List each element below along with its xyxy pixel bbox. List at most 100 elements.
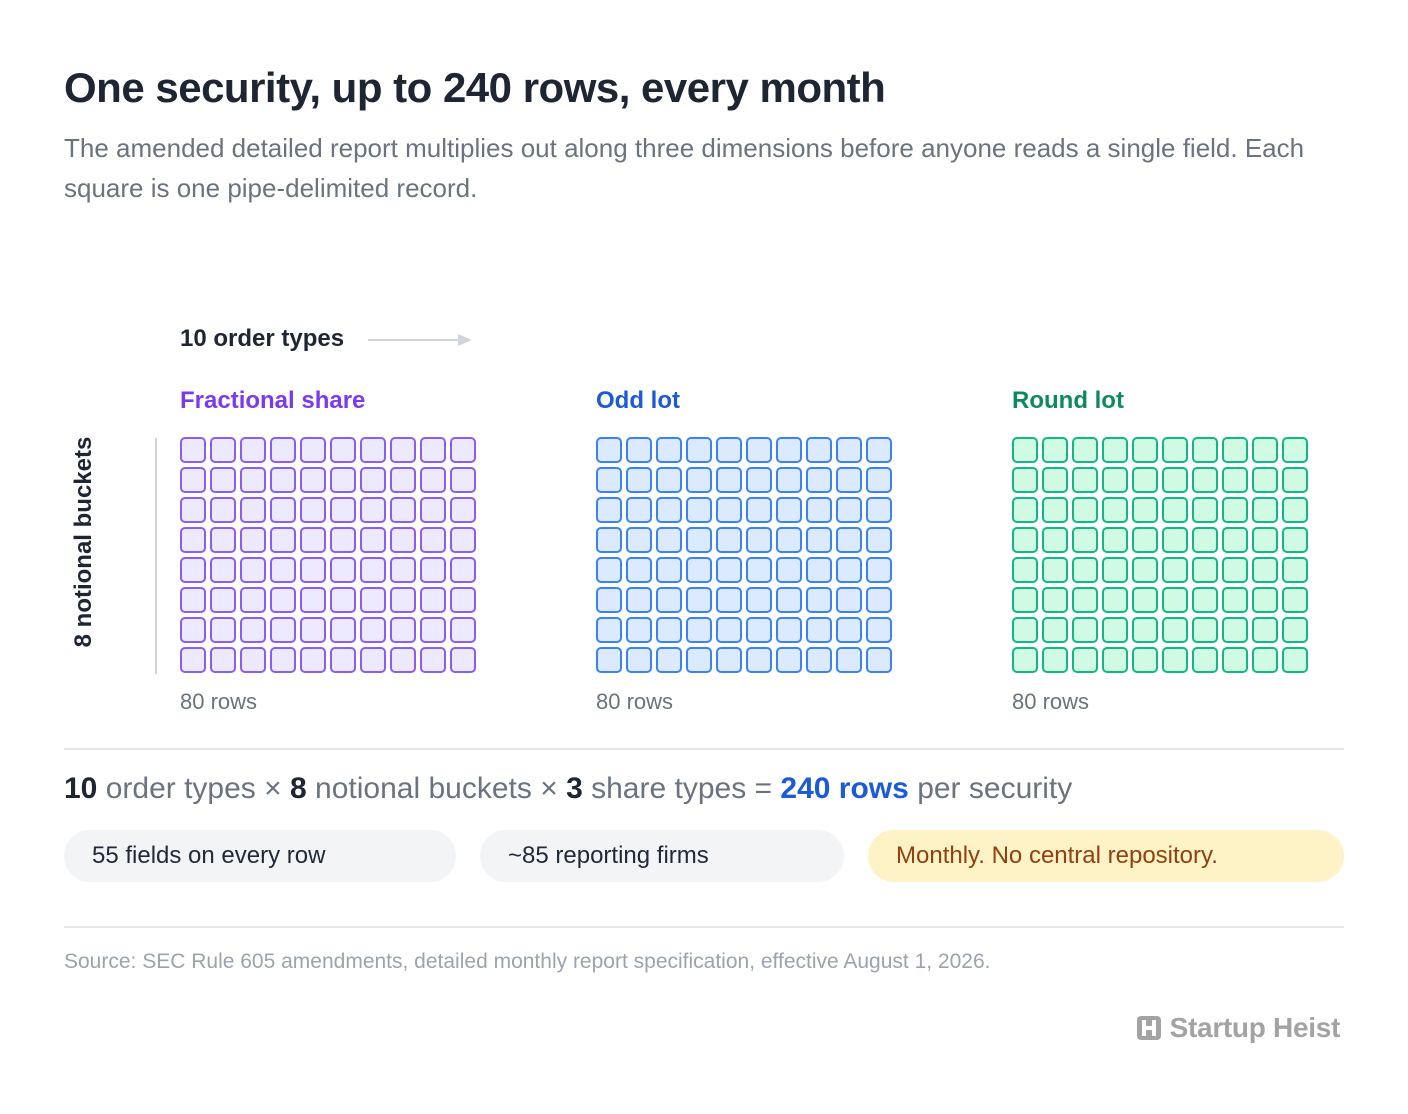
record-square bbox=[686, 497, 712, 523]
record-square bbox=[776, 587, 802, 613]
record-square bbox=[596, 587, 622, 613]
record-square bbox=[746, 437, 772, 463]
record-square bbox=[656, 467, 682, 493]
record-square bbox=[360, 617, 386, 643]
record-square bbox=[1042, 587, 1068, 613]
record-square bbox=[210, 647, 236, 673]
record-square bbox=[806, 587, 832, 613]
record-square bbox=[746, 617, 772, 643]
record-square bbox=[210, 557, 236, 583]
record-square bbox=[240, 587, 266, 613]
record-square bbox=[270, 497, 296, 523]
record-square bbox=[180, 437, 206, 463]
brand-name: Startup Heist bbox=[1169, 1012, 1341, 1043]
record-square bbox=[746, 587, 772, 613]
record-square bbox=[626, 437, 652, 463]
record-square bbox=[866, 437, 892, 463]
record-square bbox=[210, 437, 236, 463]
record-square bbox=[450, 437, 476, 463]
record-square bbox=[1102, 437, 1128, 463]
record-square bbox=[1252, 617, 1278, 643]
panel-fractional-share: Fractional share 80 rows bbox=[180, 386, 480, 715]
record-square bbox=[390, 497, 416, 523]
record-square bbox=[210, 617, 236, 643]
divider bbox=[64, 748, 1344, 750]
record-square bbox=[776, 557, 802, 583]
record-square bbox=[686, 557, 712, 583]
record-square bbox=[240, 527, 266, 553]
record-square bbox=[270, 587, 296, 613]
record-square bbox=[866, 527, 892, 553]
record-square bbox=[1162, 557, 1188, 583]
record-square bbox=[656, 497, 682, 523]
record-square bbox=[1042, 527, 1068, 553]
record-square bbox=[420, 497, 446, 523]
record-square bbox=[1222, 497, 1248, 523]
divider bbox=[64, 926, 1344, 928]
record-square bbox=[1252, 437, 1278, 463]
record-square bbox=[626, 467, 652, 493]
record-square bbox=[806, 497, 832, 523]
record-square bbox=[626, 497, 652, 523]
record-square bbox=[1072, 617, 1098, 643]
record-square bbox=[270, 527, 296, 553]
record-grid bbox=[180, 437, 480, 673]
record-square bbox=[686, 617, 712, 643]
record-square bbox=[656, 587, 682, 613]
record-square bbox=[716, 587, 742, 613]
record-square bbox=[1042, 437, 1068, 463]
panel-title: Odd lot bbox=[596, 387, 680, 414]
record-square bbox=[836, 437, 862, 463]
record-square bbox=[1132, 617, 1158, 643]
record-square bbox=[626, 617, 652, 643]
record-square bbox=[686, 647, 712, 673]
record-square bbox=[1042, 497, 1068, 523]
record-square bbox=[1282, 647, 1308, 673]
record-square bbox=[806, 617, 832, 643]
record-square bbox=[596, 527, 622, 553]
record-square bbox=[866, 467, 892, 493]
record-square bbox=[1192, 587, 1218, 613]
record-square bbox=[866, 647, 892, 673]
y-axis-line bbox=[155, 438, 157, 674]
record-square bbox=[1102, 587, 1128, 613]
record-square bbox=[1222, 587, 1248, 613]
record-square bbox=[330, 557, 356, 583]
record-square bbox=[1162, 587, 1188, 613]
record-square bbox=[390, 437, 416, 463]
brand-logo: Startup Heist bbox=[1136, 1012, 1340, 1044]
record-square bbox=[776, 437, 802, 463]
record-square bbox=[390, 587, 416, 613]
record-square bbox=[1012, 467, 1038, 493]
record-square bbox=[836, 647, 862, 673]
record-square bbox=[716, 497, 742, 523]
record-square bbox=[360, 587, 386, 613]
record-square bbox=[210, 587, 236, 613]
record-square bbox=[450, 587, 476, 613]
formula-buckets-text: notional buckets bbox=[315, 772, 532, 805]
record-square bbox=[866, 497, 892, 523]
record-square bbox=[390, 647, 416, 673]
record-square bbox=[806, 557, 832, 583]
record-square bbox=[330, 497, 356, 523]
record-square bbox=[420, 437, 446, 463]
record-square bbox=[420, 587, 446, 613]
record-square bbox=[270, 617, 296, 643]
record-square bbox=[1222, 527, 1248, 553]
record-square bbox=[1012, 647, 1038, 673]
record-square bbox=[360, 647, 386, 673]
record-square bbox=[776, 647, 802, 673]
record-square bbox=[1222, 467, 1248, 493]
record-square bbox=[746, 467, 772, 493]
record-square bbox=[1282, 587, 1308, 613]
record-square bbox=[1162, 497, 1188, 523]
record-square bbox=[1102, 617, 1128, 643]
record-square bbox=[686, 467, 712, 493]
record-square bbox=[1042, 647, 1068, 673]
record-square bbox=[420, 647, 446, 673]
record-square bbox=[300, 527, 326, 553]
record-square bbox=[1192, 527, 1218, 553]
record-square bbox=[1102, 497, 1128, 523]
record-square bbox=[836, 497, 862, 523]
record-square bbox=[596, 557, 622, 583]
